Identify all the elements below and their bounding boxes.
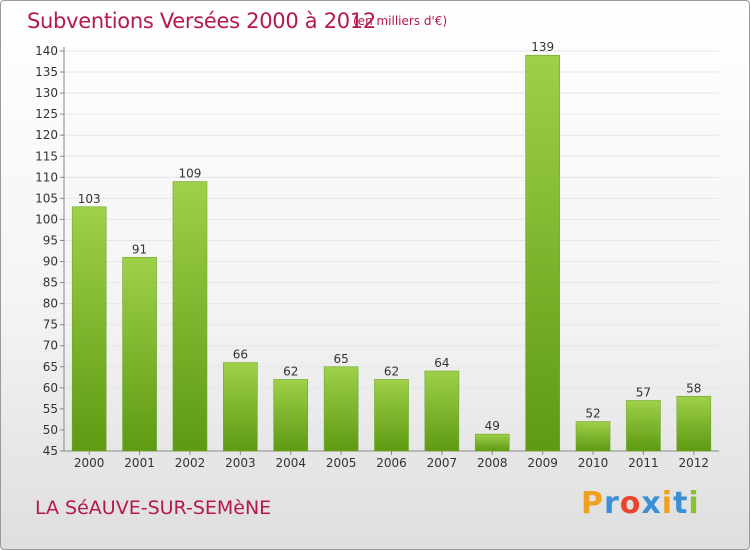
y-tick-label-50: 50 <box>43 423 58 437</box>
value-label-2010: 52 <box>585 407 600 421</box>
bar-chart: 45 50 55 60 65 70 75 80 85 90 95 100 105 110 115 120 125… <box>35 40 719 470</box>
bar-2011 <box>626 400 661 452</box>
value-label-2004: 62 <box>283 364 298 378</box>
value-label-2005: 65 <box>333 352 348 366</box>
value-label-2008: 49 <box>485 419 500 433</box>
y-tick-label-100: 100 <box>35 212 58 226</box>
bar-2000 <box>71 206 107 452</box>
x-tick-label-2010: 2010 <box>578 456 609 470</box>
y-tick-label-105: 105 <box>35 191 58 205</box>
y-tick-label-75: 75 <box>43 318 58 332</box>
chart-subtitle: (en milliers d'€) <box>353 14 448 28</box>
y-tick-label-135: 135 <box>35 65 58 79</box>
x-tick-label-2008: 2008 <box>477 456 508 470</box>
y-tick-label-65: 65 <box>43 360 58 374</box>
bar-2003 <box>223 362 258 452</box>
y-tick-label-80: 80 <box>43 297 58 311</box>
value-label-2002: 109 <box>179 167 202 181</box>
x-tick-label-2012: 2012 <box>679 456 710 470</box>
y-tick-label-70: 70 <box>43 339 58 353</box>
bar-2005 <box>323 366 359 452</box>
bar-2006 <box>374 379 409 452</box>
y-tick-label-90: 90 <box>43 255 58 269</box>
y-tick-label-110: 110 <box>35 170 58 184</box>
value-label-2012: 58 <box>686 381 701 395</box>
x-tick-label-2003: 2003 <box>225 456 256 470</box>
y-tick-label-120: 120 <box>35 128 58 142</box>
x-tick-label-2009: 2009 <box>527 456 558 470</box>
y-tick-label-95: 95 <box>43 233 58 247</box>
logo-letter: r <box>604 486 620 521</box>
logo-letter: i <box>688 486 700 521</box>
y-tick-label-85: 85 <box>43 276 58 290</box>
bar-2008 <box>474 433 510 452</box>
value-label-2006: 62 <box>384 364 399 378</box>
y-tick-label-125: 125 <box>35 107 58 121</box>
bar-2010 <box>575 421 611 452</box>
logo-letter: P <box>581 486 604 521</box>
y-tick-label-60: 60 <box>43 381 58 395</box>
proxiti-logo: Proxiti <box>581 486 700 521</box>
value-label-2001: 91 <box>132 242 147 256</box>
value-label-2003: 66 <box>233 348 248 362</box>
label-layer: 103 2000 91 2001 109 2002 66 2003 62 2004 65 2005 62… <box>74 40 709 470</box>
x-tick-label-2011: 2011 <box>628 456 659 470</box>
x-tick-label-2000: 2000 <box>74 456 105 470</box>
bar-2004 <box>273 379 309 452</box>
bar-layer <box>71 54 712 452</box>
y-tick-label-115: 115 <box>35 149 58 163</box>
y-tick-label-130: 130 <box>35 86 58 100</box>
bar-2002 <box>172 181 208 452</box>
value-label-2009: 139 <box>531 40 554 54</box>
x-tick-label-2004: 2004 <box>275 456 306 470</box>
x-tick-label-2002: 2002 <box>175 456 206 470</box>
x-tick-label-2005: 2005 <box>326 456 357 470</box>
bar-2001 <box>122 257 157 452</box>
logo-letter: x <box>641 486 662 521</box>
bar-2009 <box>525 54 560 452</box>
commune-name: LA SéAUVE-SUR-SEMèNE <box>35 497 272 519</box>
logo-letter: i <box>661 486 674 521</box>
x-tick-label-2007: 2007 <box>427 456 458 470</box>
y-tick-label-140: 140 <box>35 44 58 58</box>
chart-title: Subventions Versées 2000 à 2012 <box>27 9 376 33</box>
y-tick-label-55: 55 <box>43 402 58 416</box>
bar-2007 <box>424 370 460 452</box>
value-label-2000: 103 <box>78 192 101 206</box>
value-label-2011: 57 <box>636 385 651 399</box>
x-tick-label-2001: 2001 <box>124 456 155 470</box>
logo-letter: t <box>673 486 689 521</box>
y-tick-label-45: 45 <box>43 444 58 458</box>
logo-letter: o <box>619 486 642 521</box>
value-label-2007: 64 <box>434 356 449 370</box>
bar-2012 <box>676 395 712 452</box>
x-tick-label-2006: 2006 <box>376 456 407 470</box>
